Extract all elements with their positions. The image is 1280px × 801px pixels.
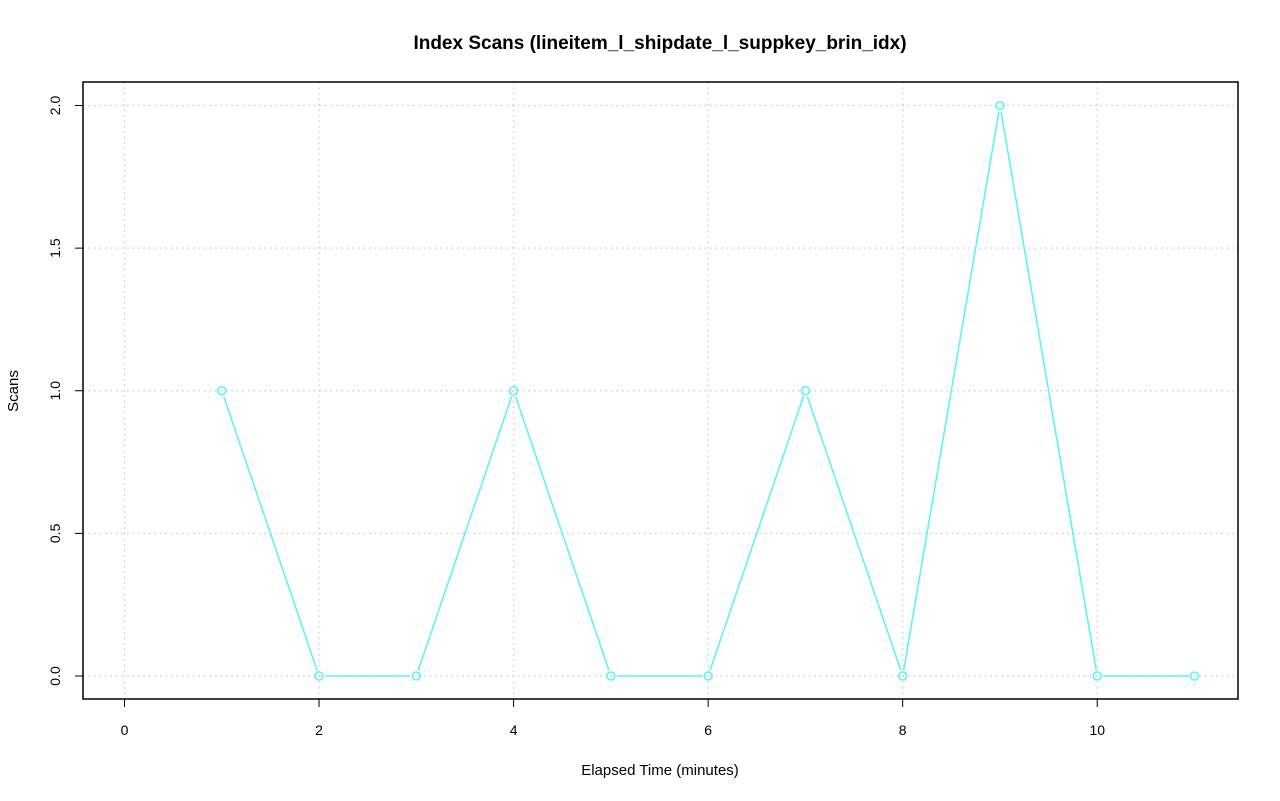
series-line-segment — [417, 396, 513, 671]
series-line-segment — [806, 396, 902, 671]
x-tick-label: 6 — [704, 722, 712, 738]
series-line-segment — [709, 396, 805, 671]
x-tick-label: 10 — [1089, 722, 1105, 738]
x-axis-label: Elapsed Time (minutes) — [581, 762, 739, 779]
x-tick-label: 0 — [121, 722, 129, 738]
data-point — [897, 671, 908, 681]
x-tick-label: 4 — [510, 722, 518, 738]
y-tick-label: 0.5 — [47, 523, 63, 543]
grid-lines — [83, 82, 1238, 699]
data-point — [800, 385, 811, 396]
data-point — [606, 671, 616, 681]
y-tick-label: 1.5 — [47, 238, 63, 258]
data-point — [411, 671, 422, 681]
axes: 0 2 4 6 8 10 0.0 0.5 1.0 1.5 2.0 — [47, 96, 1105, 738]
data-point — [314, 671, 324, 681]
series-line-segment — [1000, 111, 1098, 671]
x-tick-label: 8 — [899, 722, 907, 738]
x-tick-label: 2 — [315, 722, 323, 738]
y-tick-label: 2.0 — [47, 96, 63, 116]
series-layer — [216, 100, 1200, 681]
y-tick-label: 0.0 — [47, 666, 63, 686]
data-point — [216, 385, 227, 396]
data-point — [1189, 671, 1200, 681]
series-line-segment — [514, 396, 610, 671]
y-tick-label: 1.0 — [47, 381, 63, 401]
series-line-segment — [902, 111, 1000, 671]
y-axis-label: Scans — [5, 370, 22, 412]
data-point — [1092, 671, 1103, 681]
data-point — [508, 385, 519, 396]
chart-title: Index Scans (lineitem_l_shipdate_l_suppk… — [413, 33, 906, 54]
data-point — [703, 671, 713, 681]
series-line-segment — [222, 396, 318, 671]
data-point — [995, 100, 1005, 111]
